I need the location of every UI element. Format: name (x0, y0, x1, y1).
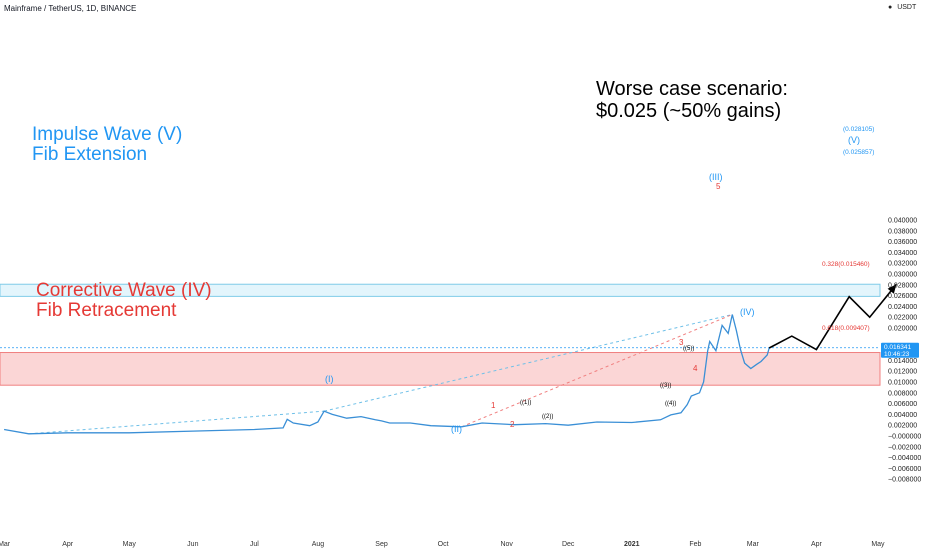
wave-label-i: (I) (325, 374, 334, 384)
y-tick-label: 0.022000 (888, 315, 917, 322)
corrective-title-line2: Fib Retracement (36, 300, 177, 321)
impulse-title-line2: Fib Extension (32, 144, 147, 165)
x-tick-label: 2021 (624, 541, 640, 548)
impulse-fib-extension-zone (0, 283, 881, 297)
wave-connector-lines (0, 314, 880, 435)
y-tick-label: 0.002000 (888, 423, 917, 430)
wave-label-s3: ((3)) (660, 383, 671, 389)
wave-label-iv: (IV) (740, 307, 755, 317)
currency-label: ● USDT (888, 4, 917, 11)
y-tick-label: −0.004000 (888, 455, 921, 462)
currency-text: USDT (897, 4, 917, 11)
y-tick-label: 0.032000 (888, 261, 917, 268)
fib-0328-label: 0.328(0.015460) (822, 261, 870, 268)
x-tick-label: May (123, 541, 137, 548)
x-tick-label: Apr (811, 541, 823, 548)
corrective-fib-retracement-zone (0, 352, 881, 386)
price-line-series (3, 314, 770, 435)
wave-label-iii: (III) (709, 172, 723, 182)
x-tick-label: Mar (747, 541, 760, 548)
x-tick-label: Dec (562, 541, 575, 548)
wave-label-2: 2 (510, 420, 515, 429)
y-tick-label: −0.008000 (888, 477, 921, 484)
y-tick-label: 0.006000 (888, 401, 917, 408)
wave-labels: (I) (II) (III) (IV) (V) 1 2 3 4 5 ((1)) … (325, 135, 860, 434)
last-price-countdown: 10:46:23 (884, 351, 910, 358)
connector-start-to-i (28, 410, 325, 435)
y-tick-label: 0.004000 (888, 412, 917, 419)
time-axis[interactable]: Mar Apr May Jun Jul Aug Sep Oct Nov Dec 2021 Feb Mar… (0, 541, 885, 548)
y-tick-label: 0.034000 (888, 250, 917, 257)
wave-label-s5: ((5)) (683, 346, 694, 352)
y-tick-label: 0.040000 (888, 218, 917, 225)
projection-arrowhead (887, 284, 897, 294)
wave-label-s2: ((2)) (542, 414, 553, 420)
x-tick-label: Oct (438, 541, 449, 548)
y-tick-label: −0.002000 (888, 444, 921, 451)
last-price-badge: 0.016341 10:46:23 (881, 342, 919, 358)
y-tick-label: −0.000000 (888, 434, 921, 441)
impulse-title-line1: Impulse Wave (V) (32, 124, 182, 145)
worst-case-line2: $0.025 (~50% gains) (596, 100, 781, 122)
x-tick-label: May (871, 541, 885, 548)
x-tick-label: Jul (250, 541, 259, 548)
wave-label-5: 5 (716, 182, 721, 191)
fib-ext-top-label: (0.028105) (843, 126, 874, 133)
y-tick-label: 0.020000 (888, 326, 917, 333)
symbol-title: Mainframe / TetherUS, 1D, BINANCE (4, 4, 136, 13)
x-tick-label: Apr (62, 541, 74, 548)
connector-i-to-iii (323, 314, 733, 412)
x-tick-label: Feb (689, 541, 701, 548)
currency-badge: ● (888, 4, 892, 11)
connector-ii-to-5 (461, 314, 733, 428)
wave-label-v: (V) (848, 135, 860, 145)
x-tick-label: Nov (500, 541, 513, 548)
y-tick-label: 0.036000 (888, 239, 917, 246)
wave-label-ii: (II) (451, 424, 462, 434)
wave-label-1: 1 (491, 401, 496, 410)
x-tick-label: Aug (312, 541, 325, 548)
y-tick-label: 0.010000 (888, 380, 917, 387)
y-tick-label: 0.030000 (888, 272, 917, 279)
last-price-badge-bg (881, 342, 919, 358)
y-tick-label: 0.028000 (888, 282, 917, 289)
projection-path (768, 283, 898, 351)
x-tick-label: Sep (375, 541, 388, 548)
y-tick-label: 0.026000 (888, 293, 917, 300)
y-tick-label: 0.014000 (888, 358, 917, 365)
y-tick-label: −0.006000 (888, 466, 921, 473)
fib-0618-label: 0.618(0.009407) (822, 325, 870, 332)
y-tick-label: 0.012000 (888, 369, 917, 376)
last-price-value: 0.016341 (884, 344, 911, 351)
y-tick-label: 0.024000 (888, 304, 917, 311)
wave-label-4: 4 (693, 364, 698, 373)
y-tick-label: 0.008000 (888, 390, 917, 397)
x-tick-label: Mar (0, 541, 11, 548)
y-tick-label: 0.038000 (888, 228, 917, 235)
fib-ext-bottom-label: (0.025857) (843, 149, 874, 156)
wave-label-s1: ((1)) (520, 400, 531, 406)
x-tick-label: Jun (187, 541, 198, 548)
wave-label-s4: ((4)) (665, 401, 676, 407)
price-axis[interactable]: 0.040000 0.038000 0.036000 0.034000 0.032000… (888, 218, 921, 484)
corrective-title-line1: Corrective Wave (IV) (36, 280, 212, 301)
worst-case-line1: Worse case scenario: (596, 78, 788, 100)
wave-label-3: 3 (679, 338, 684, 347)
